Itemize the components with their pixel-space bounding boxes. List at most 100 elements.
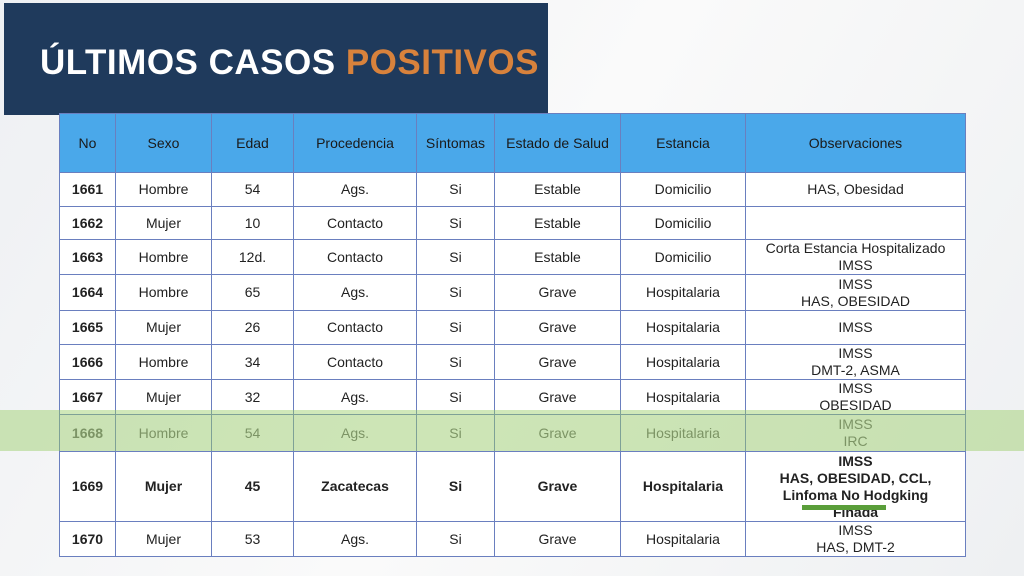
table-row: 1667 Mujer 32 Ags. Si Grave Hospitalaria IMSS OB… <box>59 379 966 415</box>
column-header: Estado de Salud <box>494 113 621 173</box>
cell-observaciones: Corta Estancia Hospitalizado IMSS <box>745 239 966 275</box>
cell-procedencia: Ags. <box>293 172 417 207</box>
cell-estancia: Hospitalaria <box>620 379 746 415</box>
cell-procedencia: Ags. <box>293 379 417 415</box>
cell-estado: Grave <box>494 451 621 522</box>
observation-line: IRC <box>843 433 868 449</box>
cell-estancia: Domicilio <box>620 239 746 275</box>
cell-edad: 65 <box>211 274 294 311</box>
cell-estancia: Hospitalaria <box>620 274 746 311</box>
observation-line: HAS, Obesidad <box>807 181 904 197</box>
cell-procedencia: Zacatecas <box>293 451 417 522</box>
cell-no: 1662 <box>59 206 116 240</box>
observation-line: Linfoma No Hodgking <box>782 486 929 503</box>
cell-estancia: Hospitalaria <box>620 344 746 380</box>
cell-no: 1663 <box>59 239 116 275</box>
cell-edad: 10 <box>211 206 294 240</box>
observation-line: IMSS <box>838 275 873 292</box>
cell-edad: 45 <box>211 451 294 522</box>
cell-sintomas: Si <box>416 239 495 275</box>
cell-estancia: Hospitalaria <box>620 310 746 345</box>
table-row: 1662 Mujer 10 Contacto Si Estable Domicilio <box>59 206 966 240</box>
cell-sintomas: Si <box>416 206 495 240</box>
cell-edad: 54 <box>211 414 294 452</box>
cell-sintomas: Si <box>416 344 495 380</box>
cell-observaciones: IMSS HAS, OBESIDAD, CCL, Linfoma No Hodgki… <box>745 451 966 522</box>
cell-observaciones: IMSS IRC <box>745 414 966 452</box>
table-row: 1665 Mujer 26 Contacto Si Grave Hospitalaria IM… <box>59 310 966 345</box>
table-row: 1663 Hombre 12d. Contacto Si Estable Domicilio… <box>59 239 966 275</box>
observation-line: Corta Estancia Hospitalizado <box>765 240 946 256</box>
cell-observaciones: HAS, Obesidad <box>745 172 966 207</box>
cell-edad: 34 <box>211 344 294 380</box>
table-row: 1661 Hombre 54 Ags. Si Estable Domicilio HAS, O… <box>59 172 966 207</box>
cell-sexo: Mujer <box>115 206 212 240</box>
cell-no: 1670 <box>59 521 116 557</box>
title-banner: ÚLTIMOS CASOS POSITIVOS <box>4 3 548 115</box>
cell-sexo: Hombre <box>115 239 212 275</box>
cell-sintomas: Si <box>416 521 495 557</box>
title-main: ÚLTIMOS CASOS <box>40 43 336 82</box>
cell-edad: 32 <box>211 379 294 415</box>
cell-estado: Estable <box>494 172 621 207</box>
observation-line: DMT-2, ASMA <box>811 362 900 378</box>
cell-sexo: Hombre <box>115 172 212 207</box>
cell-sexo: Hombre <box>115 274 212 311</box>
cell-estado: Estable <box>494 206 621 240</box>
cell-no: 1668 <box>59 414 116 452</box>
cases-table: No Sexo Edad Procedencia Síntomas Estado de S… <box>59 113 966 557</box>
cell-sintomas: Si <box>416 274 495 311</box>
cell-edad: 26 <box>211 310 294 345</box>
cell-estancia: Hospitalaria <box>620 521 746 557</box>
table-row: 1664 Hombre 65 Ags. Si Grave Hospitalaria IMSS H… <box>59 274 966 311</box>
observation-line: IMSS <box>838 522 873 538</box>
cell-observaciones: IMSS OBESIDAD <box>745 379 966 415</box>
cell-estancia: Domicilio <box>620 172 746 207</box>
cell-estancia: Hospitalaria <box>620 414 746 452</box>
column-header: Procedencia <box>293 113 417 173</box>
cell-procedencia: Contacto <box>293 206 417 240</box>
column-header: Sexo <box>115 113 212 173</box>
cell-observaciones: IMSS <box>745 310 966 345</box>
cell-procedencia: Contacto <box>293 344 417 380</box>
cell-sexo: Mujer <box>115 451 212 522</box>
observation-line: OBESIDAD <box>819 397 892 413</box>
cell-observaciones <box>745 206 966 240</box>
page-title: ÚLTIMOS CASOS POSITIVOS <box>40 43 539 83</box>
cell-sexo: Hombre <box>115 414 212 452</box>
cell-edad: 54 <box>211 172 294 207</box>
observation-line: IMSS <box>838 257 873 273</box>
cell-estado: Grave <box>494 414 621 452</box>
observation-line: IMSS <box>838 416 873 432</box>
observation-line: HAS, DMT-2 <box>816 539 895 555</box>
observation-line: HAS, OBESIDAD <box>801 292 910 309</box>
cell-sintomas: Si <box>416 172 495 207</box>
observation-line: IMSS <box>838 345 873 361</box>
column-header: Estancia <box>620 113 746 173</box>
cell-procedencia: Ags. <box>293 274 417 311</box>
cell-no: 1661 <box>59 172 116 207</box>
cell-edad: 53 <box>211 521 294 557</box>
cell-estado: Grave <box>494 379 621 415</box>
column-header: No <box>59 113 116 173</box>
cell-sexo: Mujer <box>115 379 212 415</box>
title-accent: POSITIVOS <box>345 43 539 82</box>
cell-no: 1665 <box>59 310 116 345</box>
cell-no: 1669 <box>59 451 116 522</box>
cell-estado: Grave <box>494 310 621 345</box>
cell-no: 1664 <box>59 274 116 311</box>
column-header: Observaciones <box>745 113 966 173</box>
cell-sexo: Hombre <box>115 344 212 380</box>
table-header: No Sexo Edad Procedencia Síntomas Estado de S… <box>59 113 966 173</box>
cell-estado: Grave <box>494 274 621 311</box>
cell-sexo: Mujer <box>115 310 212 345</box>
cell-observaciones: IMSS HAS, OBESIDAD <box>745 274 966 311</box>
table-row: 1668 Hombre 54 Ags. Si Grave Hospitalaria IMSS I… <box>59 414 966 452</box>
column-header: Edad <box>211 113 294 173</box>
observation-line: HAS, OBESIDAD, CCL, <box>779 469 932 486</box>
cell-observaciones: IMSS DMT-2, ASMA <box>745 344 966 380</box>
cell-estado: Estable <box>494 239 621 275</box>
observation-line: IMSS <box>838 380 873 396</box>
cell-sexo: Mujer <box>115 521 212 557</box>
cell-estancia: Hospitalaria <box>620 451 746 522</box>
